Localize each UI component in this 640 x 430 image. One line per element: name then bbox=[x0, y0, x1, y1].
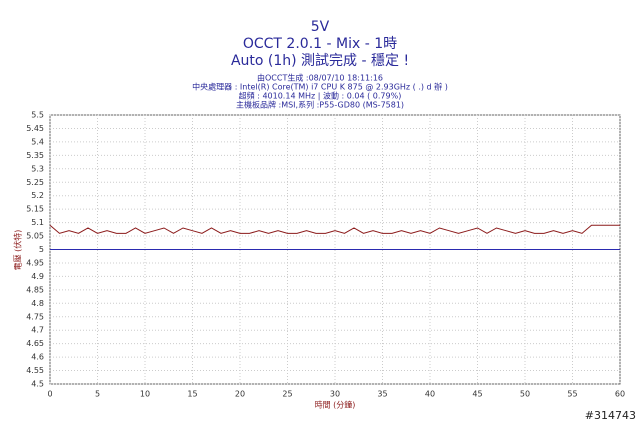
chart-title: 5V bbox=[311, 19, 330, 35]
x-tick-label: 45 bbox=[472, 390, 482, 399]
watermark: #314743 bbox=[585, 409, 636, 422]
y-tick-label: 4.95 bbox=[26, 258, 44, 267]
info-line: 超頻 : 4010.14 MHz | 波動 : 0.04 ( 0.79%) bbox=[239, 91, 402, 101]
y-tick-label: 5 bbox=[39, 245, 44, 254]
y-tick-label: 5.2 bbox=[31, 191, 44, 200]
y-tick-label: 5.25 bbox=[26, 178, 44, 187]
y-tick-label: 5.3 bbox=[31, 164, 44, 173]
x-tick-label: 10 bbox=[140, 390, 150, 399]
y-tick-label: 5.15 bbox=[26, 205, 44, 214]
x-tick-label: 15 bbox=[187, 390, 197, 399]
y-tick-label: 5.5 bbox=[31, 111, 44, 120]
x-tick-label: 20 bbox=[235, 390, 245, 399]
y-tick-label: 4.5 bbox=[31, 380, 44, 389]
chart-subtitle: Auto (1h) 測試完成 - 穩定 ! bbox=[231, 53, 409, 69]
y-tick-label: 5.4 bbox=[31, 137, 44, 146]
info-line: 中央處理器 : Intel(R) Core(TM) i7 CPU K 875 @… bbox=[192, 82, 448, 92]
y-tick-label: 4.75 bbox=[26, 312, 44, 321]
x-axis-label: 時間 (分鐘) bbox=[315, 400, 356, 410]
x-tick-label: 50 bbox=[520, 390, 530, 399]
chart-subtitle: OCCT 2.0.1 - Mix - 1時 bbox=[243, 36, 397, 52]
y-tick-label: 5.05 bbox=[26, 232, 44, 241]
y-tick-label: 4.8 bbox=[31, 299, 44, 308]
x-tick-label: 60 bbox=[615, 390, 625, 399]
y-axis-label: 電壓 (伏特) bbox=[13, 230, 23, 271]
x-tick-label: 0 bbox=[47, 390, 52, 399]
x-tick-label: 25 bbox=[282, 390, 292, 399]
y-tick-label: 4.85 bbox=[26, 285, 44, 294]
x-tick-label: 30 bbox=[330, 390, 340, 399]
x-tick-label: 55 bbox=[567, 390, 577, 399]
info-line: 主機板品牌 :MSI,系列 :P55-GD80 (MS-7581) bbox=[236, 100, 404, 110]
y-tick-label: 4.55 bbox=[26, 366, 44, 375]
x-tick-label: 5 bbox=[95, 390, 100, 399]
data-line bbox=[49, 224, 620, 234]
y-tick-label: 5.1 bbox=[31, 218, 44, 227]
y-tick-label: 4.65 bbox=[26, 339, 44, 348]
y-tick-label: 4.6 bbox=[31, 353, 44, 362]
y-tick-label: 4.7 bbox=[31, 326, 44, 335]
y-tick-label: 5.45 bbox=[26, 124, 44, 133]
x-tick-label: 40 bbox=[425, 390, 435, 399]
y-tick-label: 5.35 bbox=[26, 151, 44, 160]
info-line: 由OCCT生成 :08/07/10 18:11:16 bbox=[257, 73, 383, 83]
y-tick-label: 4.9 bbox=[31, 272, 44, 281]
x-tick-label: 35 bbox=[377, 390, 387, 399]
